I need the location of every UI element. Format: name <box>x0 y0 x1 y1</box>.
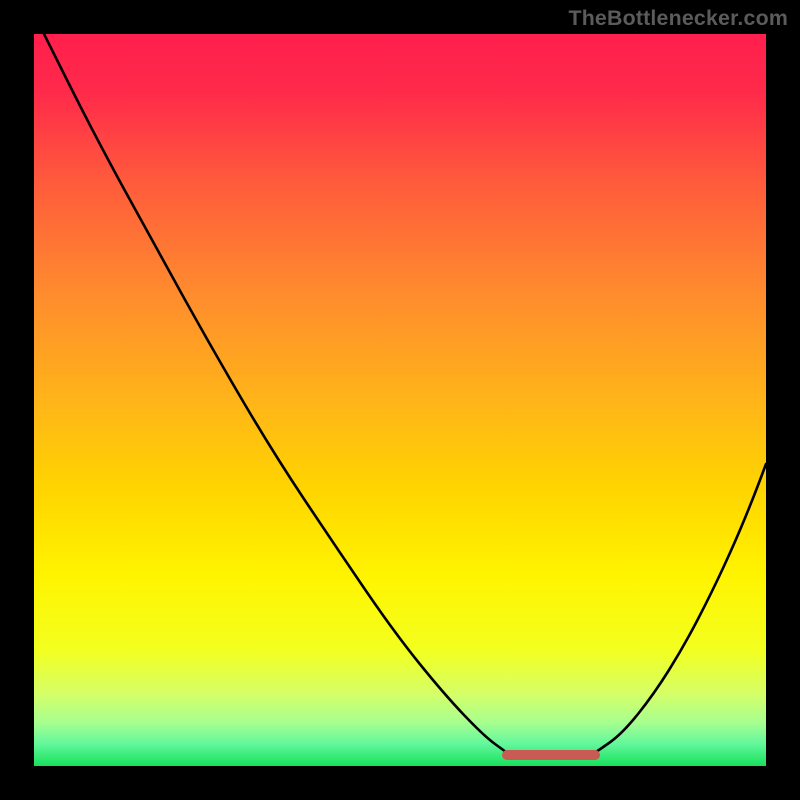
curve-path <box>44 34 766 752</box>
watermark-text: TheBottlenecker.com <box>568 6 788 31</box>
plot-area <box>34 34 766 766</box>
chart-root: { "canvas": { "width": 800, "height": 80… <box>0 0 800 800</box>
trough-marker <box>502 750 600 760</box>
bottleneck-curve <box>34 34 766 766</box>
